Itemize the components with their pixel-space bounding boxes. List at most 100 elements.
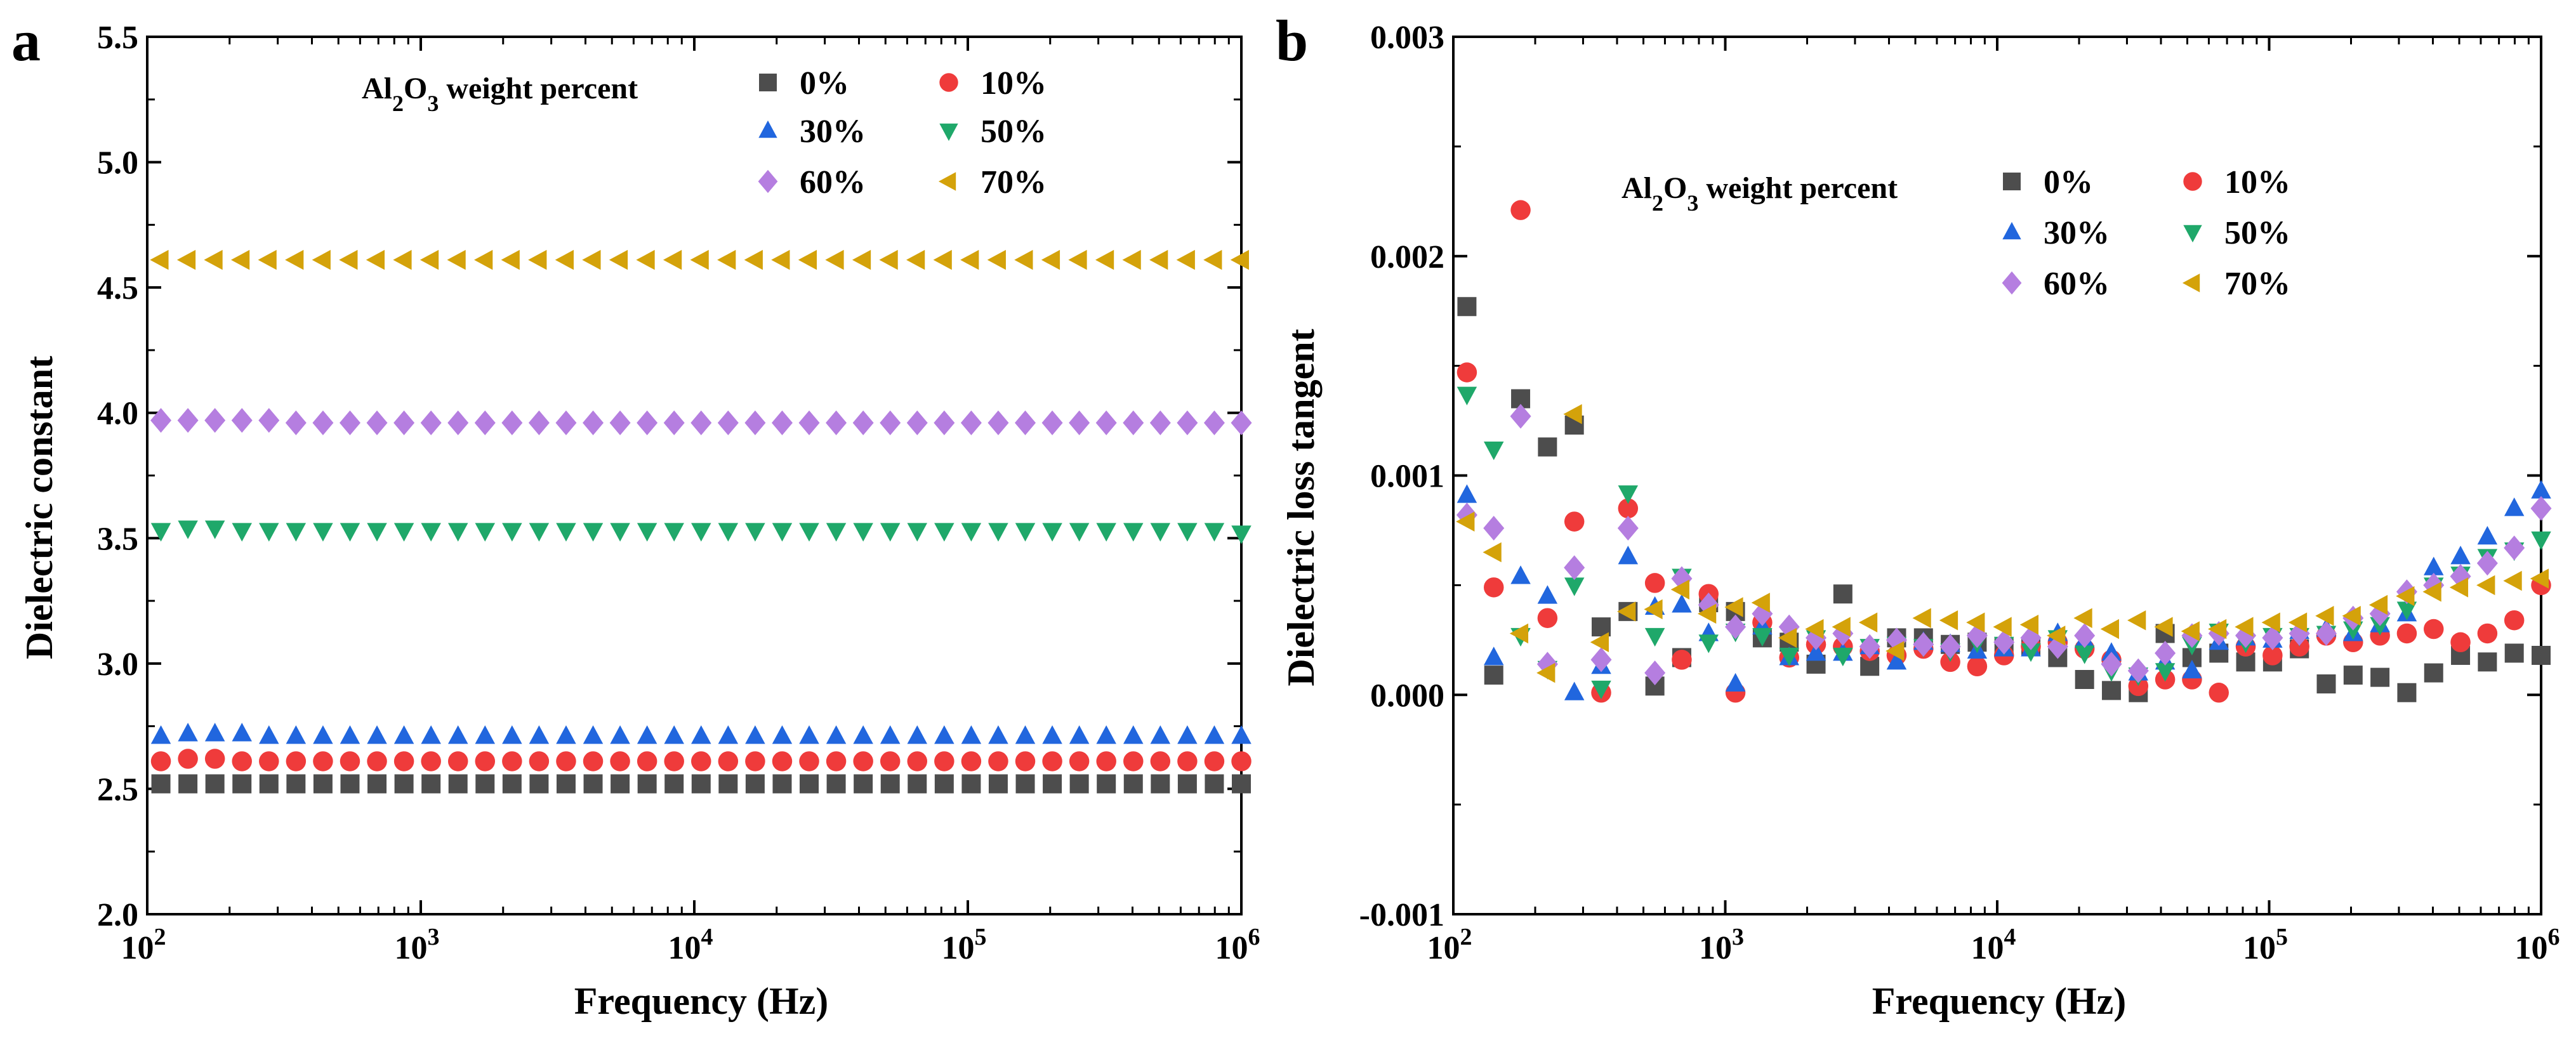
panel-a-data-point [1232, 774, 1251, 794]
panel-a-data-point [961, 523, 982, 542]
panel-a-y-axis-title: Dielectric constant [18, 356, 60, 659]
panel-a-data-point [854, 774, 873, 794]
panel-a-data-point [826, 725, 847, 744]
panel-b-data-point [1591, 680, 1611, 700]
panel-a-data-point [691, 523, 711, 542]
panel-a-data-point [393, 725, 414, 744]
panel-a-data-point [934, 725, 954, 744]
panel-b-legend-label: 60% [2044, 266, 2110, 302]
panel-b-data-point [1967, 656, 1988, 677]
panel-b-data-point [1779, 648, 1799, 667]
panel-a-data-point [718, 774, 738, 794]
panel-a-data-point [853, 751, 873, 771]
panel-a-data-point [340, 774, 360, 794]
panel-b-data-point [1858, 612, 1878, 633]
panel-a-axes: 102 103 104 105 106 2.0 2.5 3.0 3.5 4.0 4.5 5.0 5.5 [97, 20, 1260, 966]
panel-b-data-point [1833, 648, 1853, 667]
panel-b-data-point [1483, 577, 1504, 598]
panel-b-data-point [1939, 610, 1958, 631]
panel-a-data-point [1177, 774, 1197, 794]
panel-b-data-point [2343, 621, 2363, 640]
panel-b-legend-label: 50% [2224, 215, 2290, 251]
panel-a-data-point [178, 774, 198, 794]
panel-a-data-point [1204, 751, 1225, 771]
panel-a-data-point [637, 410, 658, 436]
panel-a-y-tick-label: 3.5 [97, 521, 138, 557]
panel-a-data-point [259, 523, 279, 542]
panel-a-data-point [420, 410, 442, 436]
panel-b-data-point [2261, 612, 2280, 633]
panel-b-data-point [2531, 531, 2551, 551]
panel-a-data-point [1096, 751, 1116, 771]
panel-a-data-point [637, 751, 657, 771]
panel-b-legend-symbol [2182, 273, 2200, 292]
panel-b-data-point [2315, 606, 2334, 626]
panel-a-data-point [177, 408, 199, 433]
panel-a-data-point [908, 774, 927, 794]
panel-a-data-point [1150, 523, 1171, 542]
panel-a-series-10pct [150, 749, 1252, 771]
panel-b-data-point [2209, 683, 2229, 703]
panel-a-data-point [691, 751, 711, 771]
panel-a-data-point [934, 523, 954, 542]
panel-a-data-point [555, 249, 574, 270]
panel-b-data-point [1698, 603, 1717, 624]
panel-b-data-point [2316, 674, 2336, 693]
panel-a-data-point [285, 249, 304, 270]
panel-b-data-point [2127, 610, 2146, 631]
panel-b-legend-symbol [2002, 221, 2021, 240]
panel-a-legend-label: 30% [800, 114, 866, 150]
panel-a-data-point [637, 774, 657, 794]
panel-a-data-point [232, 774, 252, 794]
panel-a-data-point [1015, 725, 1036, 744]
panel-a-data-point [393, 249, 412, 270]
panel-a-data-point [474, 410, 496, 436]
panel-a-data-point [448, 774, 468, 794]
panel-b-data-point [1832, 617, 1851, 637]
panel-b-legend-symbol [2183, 225, 2202, 243]
panel-a-data-point [204, 408, 226, 433]
panel-a-data-point [366, 249, 385, 270]
panel-a-x-tick-label: 105 [942, 924, 987, 966]
panel-a-data-point [987, 249, 1006, 270]
panel-a-data-point [961, 725, 982, 744]
panel-a-data-point [1123, 725, 1144, 744]
panel-a-y-tick-label: 4.0 [97, 396, 138, 432]
panel-b-data-point [2532, 646, 2551, 666]
panel-b-data-point [1618, 485, 1639, 504]
panel-b-data-point [2504, 610, 2525, 631]
panel-a-data-point [987, 410, 1009, 436]
panel-a-data-point [529, 523, 550, 542]
panel-a-data-point [313, 774, 333, 794]
panel-b-data-point [1591, 617, 1611, 637]
panel-b-data-point [2155, 663, 2176, 682]
panel-a-data-point [771, 410, 793, 436]
panel-b-data-point [1537, 608, 1558, 628]
panel-a-data-point [583, 751, 604, 771]
panel-a-data-point [610, 751, 630, 771]
panel-a-data-point [230, 249, 250, 270]
panel-a-data-point [204, 520, 225, 539]
panel-b-data-point [2289, 636, 2309, 657]
panel-a-data-point [1069, 774, 1089, 794]
panel-b-x-tick-label: 102 [1427, 924, 1472, 966]
panel-a-data-point [1204, 725, 1225, 744]
panel-a-y-tick-label: 4.5 [97, 270, 138, 306]
panel-a-data-point [772, 774, 792, 794]
panel-a-data-point [718, 751, 739, 771]
panel-a-data-point [232, 751, 252, 771]
panel-b-data-point [2100, 619, 2119, 640]
panel-a-data-point [421, 751, 441, 771]
panel-b-data-point [2477, 623, 2498, 644]
panel-b-data-point [1940, 652, 1960, 672]
panel-a-x-tick-label: 102 [121, 924, 166, 966]
panel-a-data-point [582, 249, 601, 270]
panel-a-data-point [447, 249, 466, 270]
panel-b-legend-label: 70% [2224, 266, 2290, 302]
panel-a-legend: Al2O3 weight percent 0% 10% 30% 50% 60% 70% [362, 65, 1047, 200]
panel-b-data-point [2288, 612, 2308, 633]
panel-a-data-point [259, 751, 279, 771]
panel-a-data-point [421, 523, 441, 542]
panel-a-data-point [1122, 249, 1141, 270]
panel-b-data-point [2182, 648, 2202, 667]
